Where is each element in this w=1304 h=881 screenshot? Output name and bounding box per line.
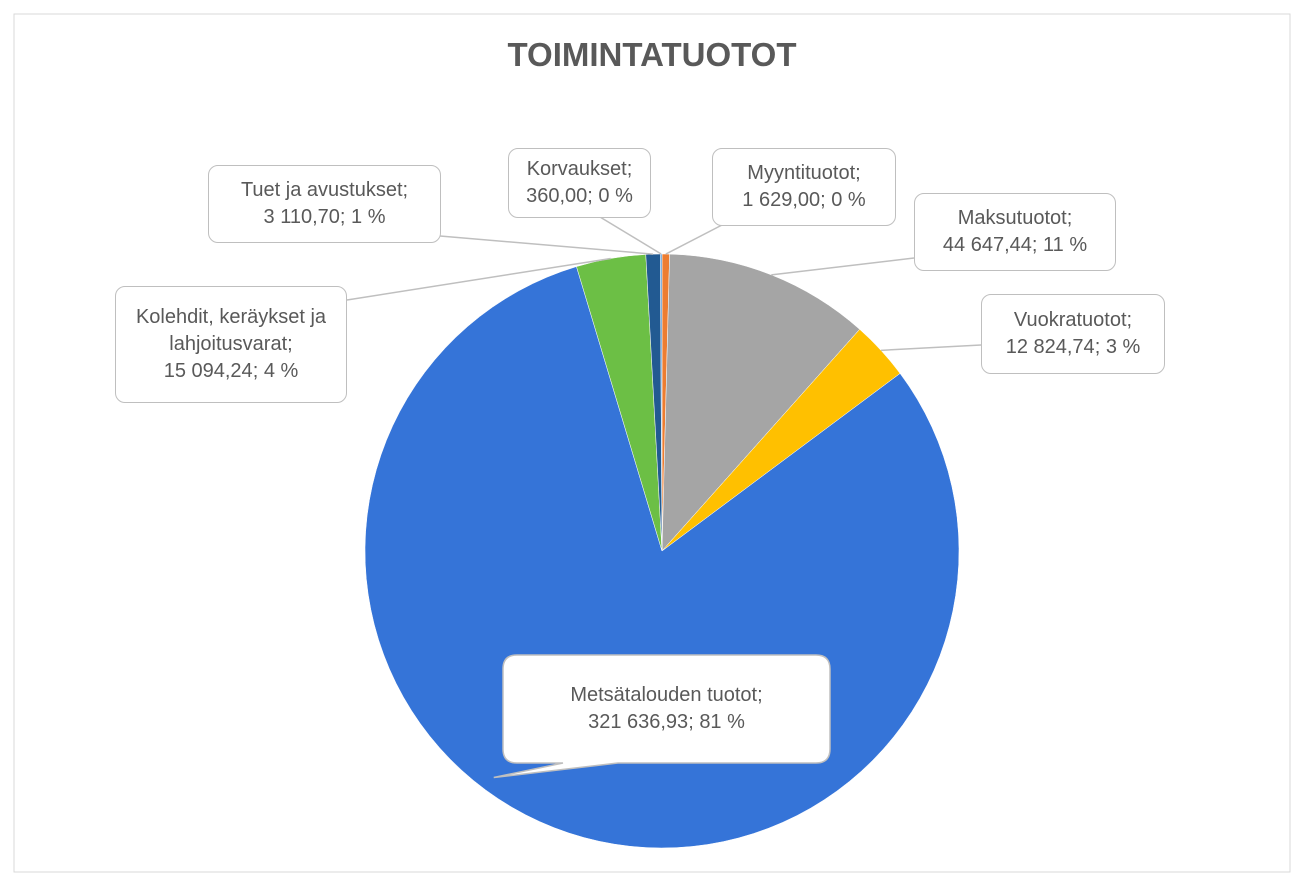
category-name: Metsätalouden tuotot <box>570 684 758 706</box>
percent-label: 1 % <box>351 206 386 228</box>
label-line: 15 094,24; 4 % <box>124 358 338 385</box>
separator: ; <box>626 158 633 180</box>
label-line: Maksutuotot; <box>923 205 1107 232</box>
category-name: Myyntituotot <box>747 162 856 184</box>
category-name: Kolehdit, keräykset ja lahjoitusvarat <box>135 306 327 355</box>
separator: ; <box>587 185 593 207</box>
value-label: 360,00 <box>526 185 588 207</box>
label-line: 321 636,93; 81 % <box>511 709 822 736</box>
value-label: 15 094,24 <box>163 360 253 382</box>
separator: ; <box>339 206 346 228</box>
leader-line <box>771 257 915 276</box>
data-label: Tuet ja avustukset; 3 110,70; 1 % <box>208 165 441 243</box>
separator: ; <box>1094 336 1101 358</box>
category-name: Tuet ja avustukset <box>240 179 403 201</box>
data-label: Kolehdit, keräykset ja lahjoitusvarat; 15… <box>115 286 347 403</box>
value-label: 3 110,70 <box>263 206 340 228</box>
label-line: 44 647,44; 11 % <box>923 232 1107 259</box>
percent-label: 81 % <box>699 711 745 733</box>
chart-title: TOIMINTATUOTOT <box>507 36 797 73</box>
callout-box <box>493 654 831 779</box>
data-label: Korvaukset; 360,00; 0 % <box>508 148 651 218</box>
percent-label: 4 % <box>263 360 299 382</box>
category-name: Vuokratuotot <box>1013 309 1127 331</box>
value-label: 321 636,93 <box>588 711 689 733</box>
label-line: Myyntituotot; <box>721 160 887 187</box>
label-line: 360,00; 0 % <box>517 183 642 210</box>
label-line: 12 824,74; 3 % <box>990 334 1156 361</box>
leader-line <box>880 344 982 352</box>
percent-label: 11 % <box>1043 234 1088 256</box>
label-line: Korvaukset; <box>517 156 642 183</box>
leader-line <box>599 216 662 255</box>
label-line: 3 110,70; 1 % <box>217 204 432 231</box>
separator: ; <box>1066 207 1073 229</box>
separator: ; <box>757 684 763 706</box>
separator: ; <box>855 162 861 184</box>
percent-label: 0 % <box>598 185 633 207</box>
label-line: Kolehdit, keräykset ja lahjoitusvarat; <box>124 304 338 358</box>
separator: ; <box>402 179 409 201</box>
separator: ; <box>252 360 259 382</box>
separator: ; <box>1031 234 1038 256</box>
separator: ; <box>1126 309 1133 331</box>
separator: ; <box>688 711 694 733</box>
separator: ; <box>287 333 293 355</box>
separator: ; <box>820 189 826 211</box>
category-name: Korvaukset <box>526 158 627 180</box>
data-label: Vuokratuotot; 12 824,74; 3 % <box>981 294 1165 374</box>
label-line: Tuet ja avustukset; <box>217 177 432 204</box>
data-label: Maksutuotot; 44 647,44; 11 % <box>914 193 1116 271</box>
value-label: 1 629,00 <box>742 189 821 211</box>
label-line: 1 629,00; 0 % <box>721 187 887 214</box>
percent-label: 3 % <box>1105 336 1141 358</box>
label-line: Metsätalouden tuotot; <box>511 682 822 709</box>
category-name: Maksutuotot <box>957 207 1067 229</box>
leader-line <box>346 257 611 301</box>
percent-label: 0 % <box>831 189 866 211</box>
data-label: Myyntituotot; 1 629,00; 0 % <box>712 148 896 226</box>
leader-line <box>439 235 654 255</box>
value-label: 12 824,74 <box>1005 336 1095 358</box>
value-label: 44 647,44 <box>942 234 1032 256</box>
data-label: Metsätalouden tuotot; 321 636,93; 81 % <box>503 655 830 763</box>
leader-line <box>665 224 723 255</box>
label-line: Vuokratuotot; <box>990 307 1156 334</box>
pie-slice <box>661 253 861 552</box>
